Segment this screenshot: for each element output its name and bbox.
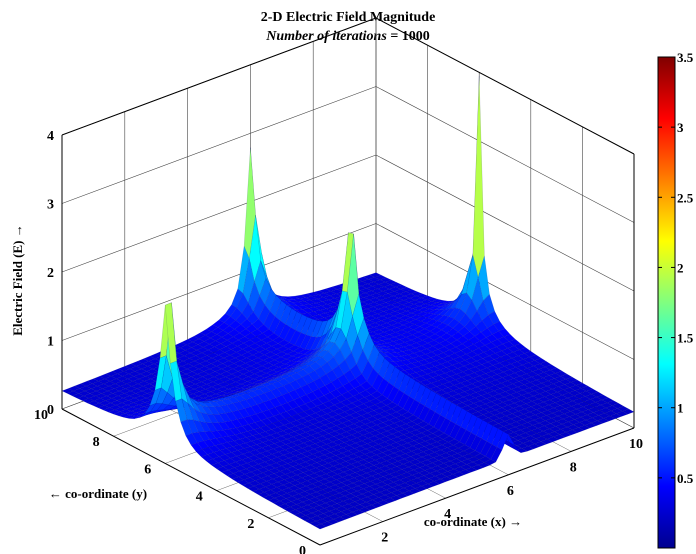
y-tick-label: 4 [196,490,203,505]
surface-patch [472,76,485,278]
y-axis-label: ← co-ordinate (y) [49,486,147,501]
y-tick-label: 0 [299,544,306,554]
box-edge [61,17,377,136]
subtitle-value: 1000 [402,29,430,44]
y-tick-label: 6 [144,462,151,477]
colorbar-tick-label: 2 [677,260,684,275]
x-tick-label: 2 [381,531,388,546]
grid-line [375,86,635,223]
y-tick-label: 10 [34,408,48,423]
grid-line [61,223,377,341]
x-axis-label: co-ordinate (x) → [424,514,522,529]
z-tick-label: 1 [47,335,54,350]
colorbar [657,56,676,549]
z-tick-label: 2 [47,266,54,281]
x-tick-label: 6 [507,484,514,499]
grid-line [375,154,635,292]
x-tick-label: 10 [629,437,643,452]
colorbar-tick-label: 1.5 [677,331,694,346]
y-axis-line [61,408,321,546]
z-tick-label: 0 [47,403,54,418]
y-tick-label: 2 [247,517,254,532]
grid-line [61,154,377,273]
x-tick-label: 8 [570,460,577,475]
colorbar-tick-label: 3 [677,120,684,135]
colorbar-tick-label: 2.5 [677,190,694,205]
colorbar-tick-label: 0.5 [677,471,694,486]
chart-subtitle: Number of iterations = 1000 [265,29,430,44]
x-axis-line [319,427,635,546]
colorbar-tick-label: 1 [677,401,684,416]
z-tick-label: 3 [47,198,54,213]
colorbar-tick-label: 3.5 [677,50,694,65]
y-tick-label: 8 [93,435,100,450]
grid-line [61,86,377,204]
z-axis-label: Electric Field (E) → [10,224,25,336]
subtitle-italic: Number of iterations = [265,29,398,44]
box-edge [375,17,635,155]
grid-line [375,223,635,360]
surface-plot [61,76,635,530]
z-tick-label: 4 [47,129,54,144]
chart-title: 2-D Electric Field Magnitude [261,10,436,25]
